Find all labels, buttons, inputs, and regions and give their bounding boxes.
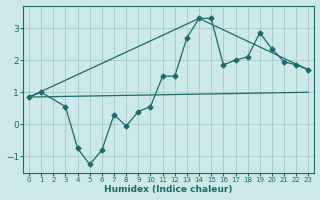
- X-axis label: Humidex (Indice chaleur): Humidex (Indice chaleur): [104, 185, 233, 194]
